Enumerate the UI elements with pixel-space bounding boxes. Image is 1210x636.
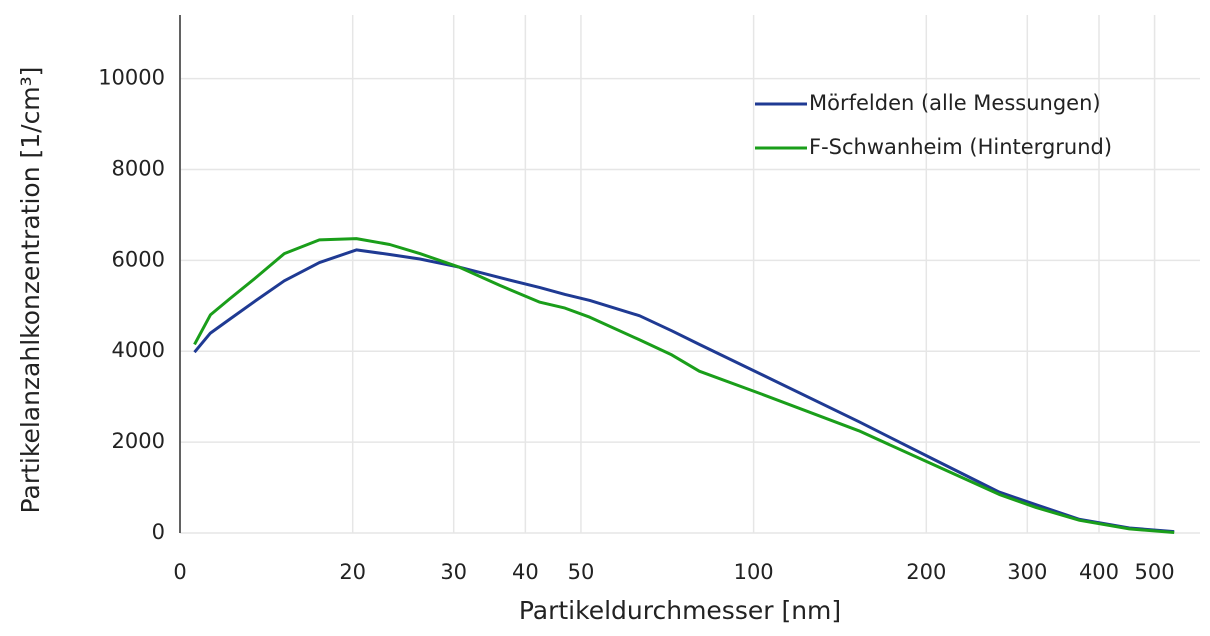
series-line [193,248,1175,534]
series-line [193,237,1175,534]
x-tick-label: 100 [734,560,774,584]
y-tick-label: 0 [152,520,165,544]
legend-label: F-Schwanheim (Hintergrund) [809,135,1112,159]
y-tick-label: 6000 [112,247,165,271]
legend-label: Mörfelden (alle Messungen) [809,91,1101,115]
x-tick-label: 50 [568,560,595,584]
x-tick-label: 500 [1135,560,1175,584]
y-tick-label: 10000 [98,66,165,90]
x-tick-label: 400 [1079,560,1119,584]
x-tick-label: 30 [440,560,467,584]
y-tick-label: 4000 [112,338,165,362]
x-tick-label: 0 [173,560,186,584]
y-tick-label: 2000 [112,429,165,453]
y-axis-title: Partikelanzahlkonzentration [1/cm³] [16,67,45,514]
x-tick-label: 40 [512,560,539,584]
y-tick-label: 8000 [112,156,165,180]
x-tick-label: 300 [1007,560,1047,584]
x-tick-label: 200 [906,560,946,584]
x-tick-label: 20 [339,560,366,584]
x-axis-title: Partikeldurchmesser [nm] [519,596,841,625]
